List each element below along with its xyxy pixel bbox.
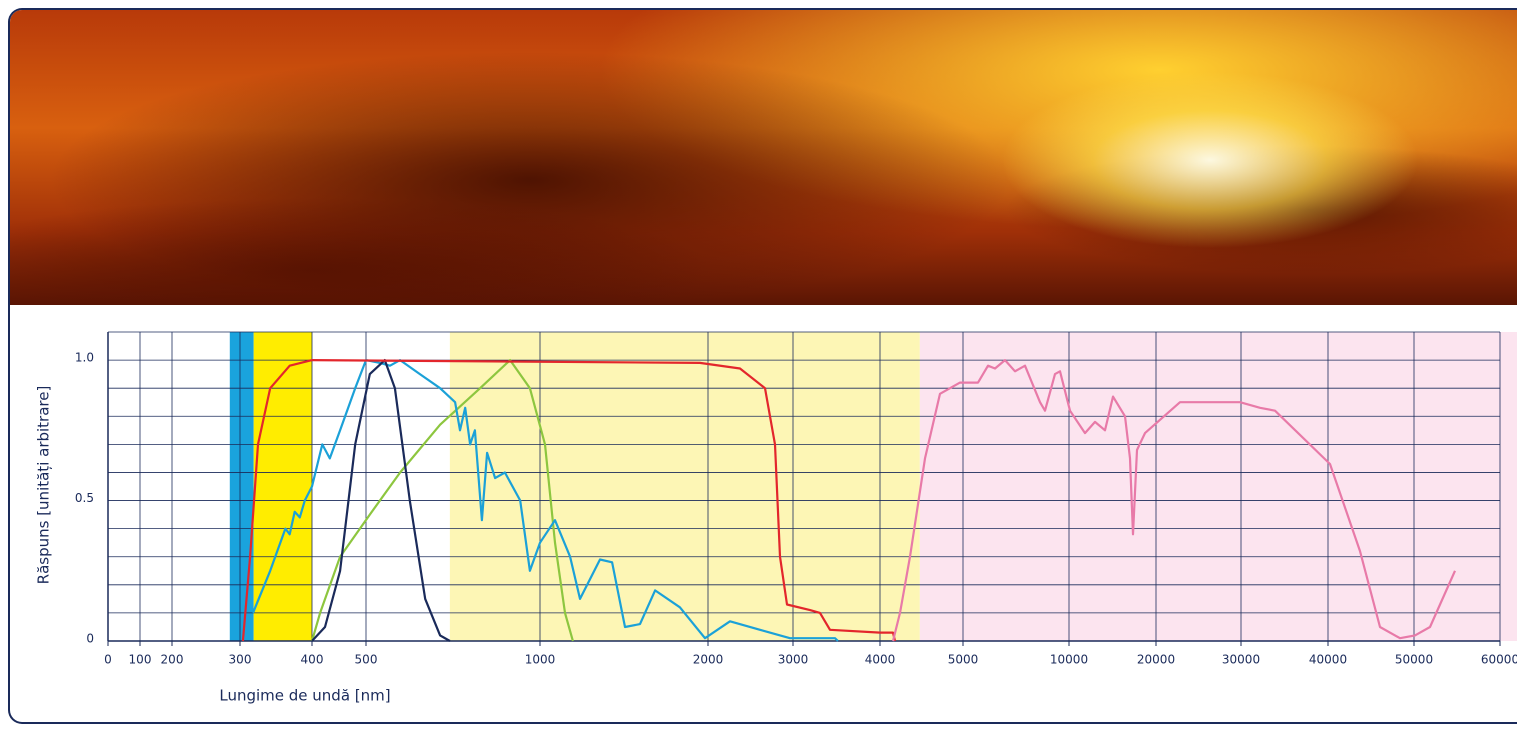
y-tick-label: 0.5 [75,491,94,505]
x-tick-label: 300 [229,653,252,667]
x-tick-label: 50000 [1395,653,1433,667]
x-tick-label: 20000 [1137,653,1175,667]
y-tick-label: 1.0 [75,351,94,365]
x-tick-label: 500 [355,653,378,667]
x-tick-label: 5000 [948,653,979,667]
x-tick-label: 2000 [693,653,724,667]
x-tick-label: 200 [161,653,184,667]
y-tick-label: 0 [86,632,94,646]
band [254,332,312,641]
band [230,332,254,641]
x-tick-label: 30000 [1222,653,1260,667]
band [920,332,1517,641]
x-tick-label: 3000 [778,653,809,667]
x-tick-label: 40000 [1309,653,1347,667]
band [450,332,920,641]
x-tick-label: 10000 [1050,653,1088,667]
x-tick-label: 1000 [525,653,556,667]
chart: Lungime de undă [nm] Răspuns [unități ar… [0,0,1517,730]
x-tick-label: 400 [301,653,324,667]
page: Lungime de undă [nm] Răspuns [unități ar… [0,0,1517,730]
x-tick-label: 100 [129,653,152,667]
x-tick-label: 0 [104,653,112,667]
x-tick-label: 4000 [865,653,896,667]
x-tick-label: 60000 [1481,653,1517,667]
x-axis-label: Lungime de undă [nm] [219,687,390,705]
y-axis-label: Răspuns [unități arbitrare] [35,386,53,585]
